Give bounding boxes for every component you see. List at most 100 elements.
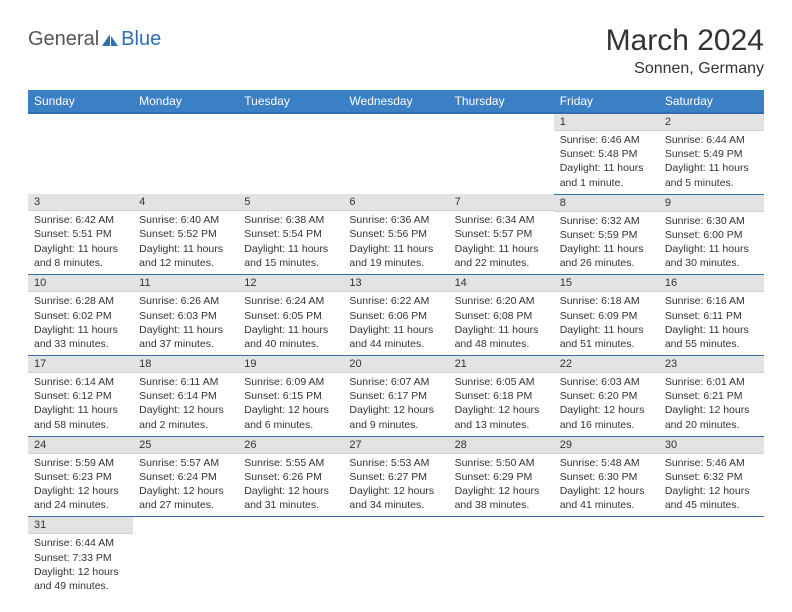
day-sunrise: Sunrise: 6:05 AM <box>455 375 548 389</box>
day-details: Sunrise: 6:28 AMSunset: 6:02 PMDaylight:… <box>28 292 133 355</box>
day-header: Wednesday <box>343 90 448 113</box>
calendar-cell: 9Sunrise: 6:30 AMSunset: 6:00 PMDaylight… <box>659 194 764 275</box>
day-details: Sunrise: 5:48 AMSunset: 6:30 PMDaylight:… <box>554 454 659 517</box>
day-details: Sunrise: 6:07 AMSunset: 6:17 PMDaylight:… <box>343 373 448 436</box>
day-daylight: Daylight: 11 hours and 1 minute. <box>560 161 653 189</box>
day-daylight: Daylight: 11 hours and 48 minutes. <box>455 323 548 351</box>
day-details: Sunrise: 5:55 AMSunset: 6:26 PMDaylight:… <box>238 454 343 517</box>
day-number: 13 <box>343 275 448 292</box>
day-sunrise: Sunrise: 6:40 AM <box>139 213 232 227</box>
day-sunrise: Sunrise: 6:03 AM <box>560 375 653 389</box>
day-sunrise: Sunrise: 6:16 AM <box>665 294 758 308</box>
sail-icon <box>101 33 119 47</box>
day-sunset: Sunset: 5:49 PM <box>665 147 758 161</box>
calendar-cell: 12Sunrise: 6:24 AMSunset: 6:05 PMDayligh… <box>238 275 343 356</box>
day-number: 1 <box>554 114 659 131</box>
day-daylight: Daylight: 11 hours and 12 minutes. <box>139 242 232 270</box>
day-details: Sunrise: 6:18 AMSunset: 6:09 PMDaylight:… <box>554 292 659 355</box>
day-details: Sunrise: 6:42 AMSunset: 5:51 PMDaylight:… <box>28 211 133 274</box>
day-details: Sunrise: 6:05 AMSunset: 6:18 PMDaylight:… <box>449 373 554 436</box>
day-number: 17 <box>28 356 133 373</box>
header-right: March 2024 Sonnen, Germany <box>606 24 764 78</box>
day-number: 18 <box>133 356 238 373</box>
calendar-cell: 19Sunrise: 6:09 AMSunset: 6:15 PMDayligh… <box>238 356 343 437</box>
calendar-cell: 13Sunrise: 6:22 AMSunset: 6:06 PMDayligh… <box>343 275 448 356</box>
day-details: Sunrise: 6:20 AMSunset: 6:08 PMDaylight:… <box>449 292 554 355</box>
day-header: Thursday <box>449 90 554 113</box>
day-number: 29 <box>554 437 659 454</box>
calendar-cell: 23Sunrise: 6:01 AMSunset: 6:21 PMDayligh… <box>659 356 764 437</box>
day-sunset: Sunset: 5:52 PM <box>139 227 232 241</box>
day-number: 25 <box>133 437 238 454</box>
day-daylight: Daylight: 11 hours and 55 minutes. <box>665 323 758 351</box>
day-header: Friday <box>554 90 659 113</box>
day-sunset: Sunset: 6:27 PM <box>349 470 442 484</box>
calendar-cell: 10Sunrise: 6:28 AMSunset: 6:02 PMDayligh… <box>28 275 133 356</box>
day-sunset: Sunset: 5:59 PM <box>560 228 653 242</box>
day-sunset: Sunset: 6:17 PM <box>349 389 442 403</box>
day-header: Monday <box>133 90 238 113</box>
calendar-week: 31Sunrise: 6:44 AMSunset: 7:33 PMDayligh… <box>28 517 764 597</box>
day-number: 6 <box>343 194 448 211</box>
day-daylight: Daylight: 11 hours and 40 minutes. <box>244 323 337 351</box>
calendar-cell <box>343 113 448 194</box>
day-number: 5 <box>238 194 343 211</box>
day-number: 15 <box>554 275 659 292</box>
day-daylight: Daylight: 11 hours and 33 minutes. <box>34 323 127 351</box>
calendar-cell: 30Sunrise: 5:46 AMSunset: 6:32 PMDayligh… <box>659 436 764 517</box>
day-daylight: Daylight: 12 hours and 2 minutes. <box>139 403 232 431</box>
day-sunset: Sunset: 6:02 PM <box>34 309 127 323</box>
day-sunrise: Sunrise: 6:44 AM <box>665 133 758 147</box>
day-sunrise: Sunrise: 6:44 AM <box>34 536 127 550</box>
day-header: Tuesday <box>238 90 343 113</box>
day-sunrise: Sunrise: 6:20 AM <box>455 294 548 308</box>
day-daylight: Daylight: 11 hours and 22 minutes. <box>455 242 548 270</box>
day-sunset: Sunset: 6:12 PM <box>34 389 127 403</box>
calendar-cell: 8Sunrise: 6:32 AMSunset: 5:59 PMDaylight… <box>554 194 659 275</box>
day-daylight: Daylight: 12 hours and 20 minutes. <box>665 403 758 431</box>
calendar-cell: 22Sunrise: 6:03 AMSunset: 6:20 PMDayligh… <box>554 356 659 437</box>
calendar-cell <box>133 113 238 194</box>
day-sunrise: Sunrise: 5:46 AM <box>665 456 758 470</box>
day-details: Sunrise: 6:09 AMSunset: 6:15 PMDaylight:… <box>238 373 343 436</box>
day-number: 12 <box>238 275 343 292</box>
day-daylight: Daylight: 12 hours and 34 minutes. <box>349 484 442 512</box>
day-daylight: Daylight: 12 hours and 27 minutes. <box>139 484 232 512</box>
day-number: 24 <box>28 437 133 454</box>
day-daylight: Daylight: 12 hours and 6 minutes. <box>244 403 337 431</box>
day-number: 8 <box>554 195 659 212</box>
day-details: Sunrise: 6:36 AMSunset: 5:56 PMDaylight:… <box>343 211 448 274</box>
day-number: 30 <box>659 437 764 454</box>
day-sunrise: Sunrise: 5:50 AM <box>455 456 548 470</box>
day-details: Sunrise: 6:03 AMSunset: 6:20 PMDaylight:… <box>554 373 659 436</box>
day-details: Sunrise: 6:46 AMSunset: 5:48 PMDaylight:… <box>554 131 659 194</box>
day-number: 28 <box>449 437 554 454</box>
calendar-cell: 16Sunrise: 6:16 AMSunset: 6:11 PMDayligh… <box>659 275 764 356</box>
calendar-cell <box>238 113 343 194</box>
calendar-cell <box>28 113 133 194</box>
day-sunset: Sunset: 5:48 PM <box>560 147 653 161</box>
month-title: March 2024 <box>606 24 764 58</box>
day-sunset: Sunset: 6:20 PM <box>560 389 653 403</box>
day-sunset: Sunset: 6:00 PM <box>665 228 758 242</box>
day-daylight: Daylight: 12 hours and 49 minutes. <box>34 565 127 593</box>
day-number: 4 <box>133 194 238 211</box>
calendar-head: SundayMondayTuesdayWednesdayThursdayFrid… <box>28 90 764 113</box>
day-daylight: Daylight: 11 hours and 44 minutes. <box>349 323 442 351</box>
day-daylight: Daylight: 12 hours and 16 minutes. <box>560 403 653 431</box>
day-details: Sunrise: 5:53 AMSunset: 6:27 PMDaylight:… <box>343 454 448 517</box>
calendar-cell <box>554 517 659 597</box>
day-details: Sunrise: 6:22 AMSunset: 6:06 PMDaylight:… <box>343 292 448 355</box>
day-number: 27 <box>343 437 448 454</box>
calendar-week: 3Sunrise: 6:42 AMSunset: 5:51 PMDaylight… <box>28 194 764 275</box>
day-sunset: Sunset: 6:08 PM <box>455 309 548 323</box>
day-number: 31 <box>28 517 133 534</box>
calendar-week: 24Sunrise: 5:59 AMSunset: 6:23 PMDayligh… <box>28 436 764 517</box>
calendar-cell: 21Sunrise: 6:05 AMSunset: 6:18 PMDayligh… <box>449 356 554 437</box>
calendar-cell: 5Sunrise: 6:38 AMSunset: 5:54 PMDaylight… <box>238 194 343 275</box>
day-sunset: Sunset: 6:21 PM <box>665 389 758 403</box>
day-daylight: Daylight: 12 hours and 38 minutes. <box>455 484 548 512</box>
calendar-cell: 24Sunrise: 5:59 AMSunset: 6:23 PMDayligh… <box>28 436 133 517</box>
calendar-week: 17Sunrise: 6:14 AMSunset: 6:12 PMDayligh… <box>28 356 764 437</box>
day-sunset: Sunset: 6:32 PM <box>665 470 758 484</box>
